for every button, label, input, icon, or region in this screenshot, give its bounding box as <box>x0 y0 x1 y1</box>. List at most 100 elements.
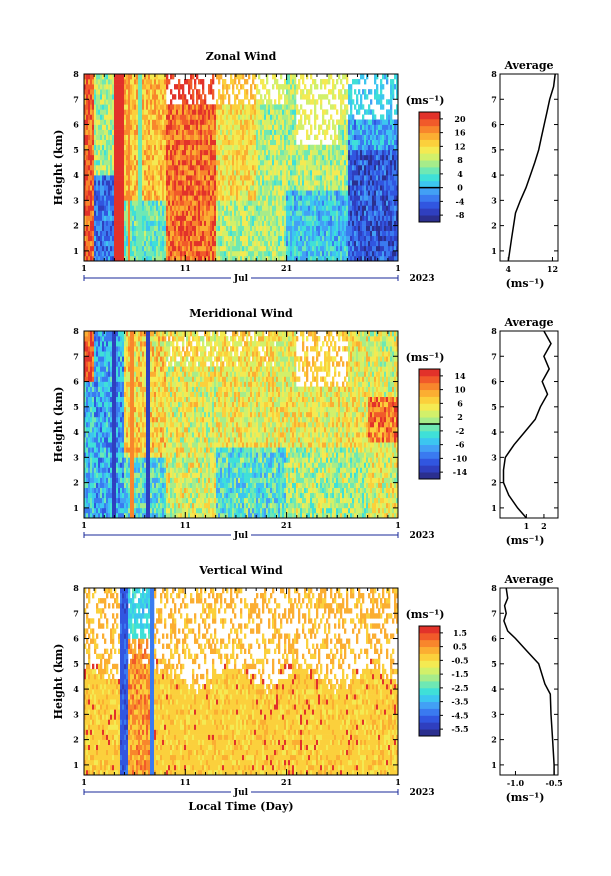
colorbar-unit: (ms⁻¹) <box>406 608 445 621</box>
y-axis-label: Height (km) <box>52 130 65 206</box>
avg-x-axis-label: (ms⁻¹) <box>506 277 545 290</box>
year-label: 2023 <box>409 274 434 284</box>
y-axis-label: Height (km) <box>52 387 65 463</box>
colorbar-swatch <box>419 715 440 723</box>
colorbar-tick-label: 14 <box>454 371 466 381</box>
x-tick-label: 11 <box>180 263 191 273</box>
y-tick-label: 4 <box>73 684 79 694</box>
x-tick-label: 11 <box>180 520 191 530</box>
colorbar-tick-label: -2 <box>456 426 465 436</box>
average-title: Average <box>503 573 553 586</box>
colorbar-tick-label: -8 <box>456 210 465 220</box>
colorbar-swatch <box>419 667 440 675</box>
avg-y-tick-label: 3 <box>491 452 497 462</box>
colorbar-frame <box>418 111 441 223</box>
avg-x-tick-label: 4 <box>505 264 511 274</box>
y-tick-label: 5 <box>73 145 79 155</box>
colorbar-swatch <box>419 458 440 466</box>
x-tick-label: 1 <box>81 777 87 787</box>
y-axis-label: Height (km) <box>52 644 65 720</box>
colorbar-swatch <box>419 424 440 432</box>
y-tick-label: 4 <box>73 170 79 180</box>
x-tick-label: 21 <box>281 777 292 787</box>
plot-frame <box>83 330 399 519</box>
avg-y-tick-label: 4 <box>491 170 497 180</box>
y-tick-label: 2 <box>73 221 79 231</box>
y-tick-label: 3 <box>73 195 79 205</box>
colorbar-tick-label: 6 <box>457 398 463 408</box>
heatmap-field <box>84 74 398 261</box>
average-frame <box>499 330 559 519</box>
avg-y-tick-label: 6 <box>491 120 497 130</box>
avg-x-axis-label: (ms⁻¹) <box>506 791 545 804</box>
colorbar-swatch <box>419 632 440 641</box>
colorbar-swatch <box>419 451 440 459</box>
panel-title: Vertical Wind <box>198 564 283 577</box>
month-label: Jul <box>233 531 249 541</box>
plot-frame <box>83 73 399 262</box>
avg-y-tick-label: 8 <box>491 69 497 79</box>
y-tick-label: 1 <box>73 503 79 513</box>
y-tick-label: 5 <box>73 659 79 669</box>
y-tick-label: 2 <box>73 478 79 488</box>
colorbar-tick-label: -4.5 <box>451 710 468 720</box>
colorbar-tick-label: 10 <box>454 385 466 395</box>
avg-y-tick-label: 3 <box>491 195 497 205</box>
month-bar-gap <box>231 273 251 283</box>
x-tick-label: 1 <box>395 777 401 787</box>
x-tick-label: 21 <box>281 263 292 273</box>
colorbar-swatch <box>419 722 440 730</box>
colorbar-tick-label: 0.5 <box>453 642 467 652</box>
y-tick-label: 6 <box>73 634 79 644</box>
colorbar-tick-label: -6 <box>456 440 465 450</box>
colorbar-swatch <box>419 375 440 384</box>
plot-frame <box>83 587 399 776</box>
colorbar-swatch <box>419 215 440 223</box>
colorbar-swatch <box>419 382 440 391</box>
colorbar-swatch <box>419 180 440 189</box>
average-profile-line <box>507 73 556 262</box>
y-tick-label: 6 <box>73 377 79 387</box>
y-tick-label: 2 <box>73 735 79 745</box>
avg-y-tick-label: 2 <box>491 221 497 231</box>
month-label: Jul <box>233 788 249 798</box>
average-title: Average <box>503 316 553 329</box>
colorbar-swatch <box>419 139 440 147</box>
panel-title: Zonal Wind <box>206 50 277 63</box>
avg-y-tick-label: 1 <box>491 246 497 256</box>
heatmap-field <box>84 588 398 775</box>
colorbar-tick-label: -0.5 <box>451 655 468 665</box>
avg-y-tick-label: 2 <box>491 478 497 488</box>
colorbar-unit: (ms⁻¹) <box>406 94 445 107</box>
panel-title: Meridional Wind <box>189 307 293 320</box>
year-label: 2023 <box>409 788 434 798</box>
colorbar-swatch <box>419 674 440 682</box>
avg-y-tick-label: 7 <box>491 94 497 104</box>
avg-x-axis-label: (ms⁻¹) <box>506 534 545 547</box>
y-tick-label: 3 <box>73 709 79 719</box>
colorbar-tick-label: 1.5 <box>453 628 467 638</box>
avg-y-tick-label: 1 <box>491 760 497 770</box>
month-bar-gap <box>231 787 251 797</box>
heatmap-field <box>84 331 398 518</box>
y-tick-label: 7 <box>73 351 79 361</box>
avg-x-tick-label: 1 <box>524 521 530 531</box>
month-bar-gap <box>231 530 251 540</box>
colorbar-swatch <box>419 160 440 168</box>
y-tick-label: 4 <box>73 427 79 437</box>
colorbar-swatch <box>419 187 440 195</box>
colorbar-tick-label: 0 <box>457 183 463 193</box>
avg-y-tick-label: 4 <box>491 427 497 437</box>
colorbar-swatch <box>419 687 440 696</box>
colorbar-swatch <box>419 472 440 480</box>
y-tick-label: 8 <box>73 326 79 336</box>
month-label: Jul <box>233 274 249 284</box>
colorbar-swatch <box>419 660 440 668</box>
y-tick-label: 3 <box>73 452 79 462</box>
avg-y-tick-label: 6 <box>491 377 497 387</box>
avg-y-tick-label: 8 <box>491 326 497 336</box>
colorbar-swatch <box>419 201 440 209</box>
colorbar-swatch <box>419 701 440 709</box>
